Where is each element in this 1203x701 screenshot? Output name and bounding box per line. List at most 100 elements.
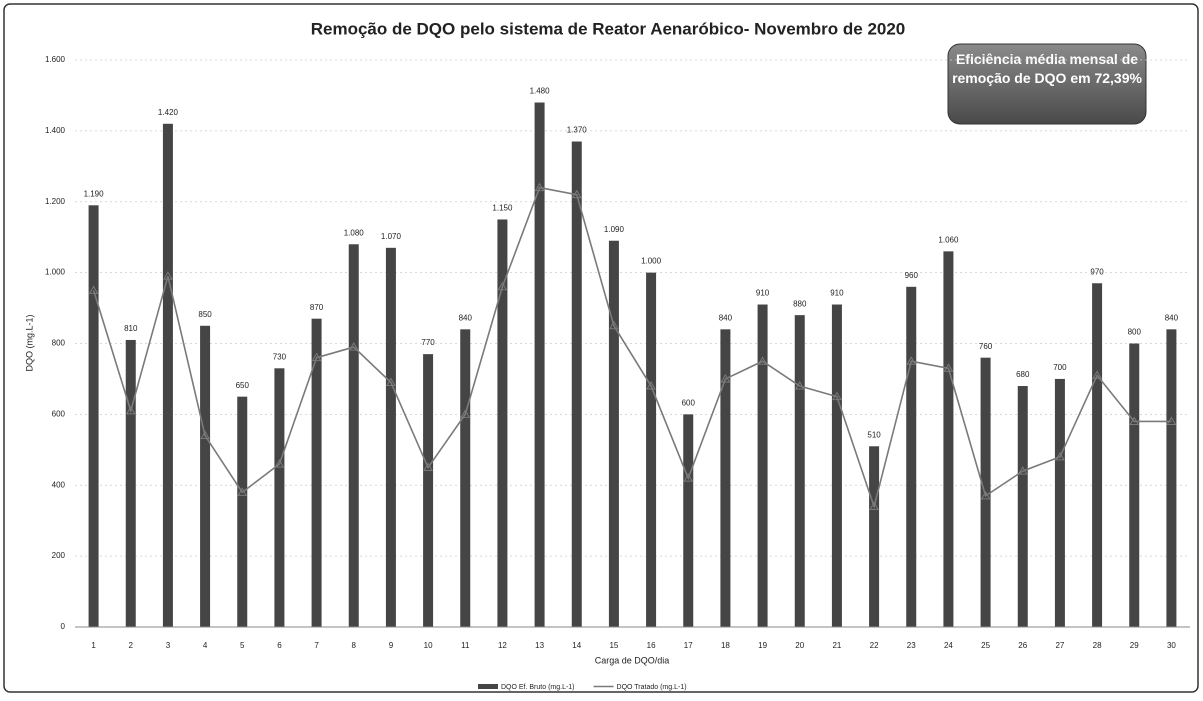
line-marker <box>720 373 731 383</box>
bar <box>1092 283 1103 627</box>
line-marker <box>163 271 173 280</box>
bar <box>534 102 545 627</box>
x-tick-label: 18 <box>721 641 730 650</box>
bar-value-label: 1.070 <box>381 232 402 241</box>
bar <box>1054 378 1065 627</box>
x-tick-label: 24 <box>944 641 953 650</box>
x-tick-label: 13 <box>535 641 544 650</box>
y-tick-label: 800 <box>52 339 66 348</box>
bar <box>831 304 842 627</box>
line-marker <box>311 352 322 362</box>
x-tick-label: 11 <box>461 641 470 650</box>
y-tick-label: 1.200 <box>45 197 66 206</box>
bar-value-label: 840 <box>719 313 733 322</box>
line-marker <box>460 409 471 418</box>
x-tick-label: 29 <box>1130 641 1139 650</box>
line-marker <box>609 320 619 330</box>
x-tick-label: 14 <box>572 641 581 650</box>
x-tick-label: 10 <box>424 641 433 650</box>
bar <box>794 315 805 627</box>
line-marker <box>646 381 656 390</box>
line <box>92 186 1172 510</box>
x-tick-label: 30 <box>1167 641 1176 650</box>
bar <box>311 318 322 627</box>
bar-value-label: 960 <box>905 271 919 280</box>
line-marker <box>200 430 210 440</box>
bar <box>720 329 731 627</box>
bar <box>385 247 396 627</box>
bar-value-label: 600 <box>682 398 696 407</box>
y-tick-label: 400 <box>52 480 66 489</box>
line-marker <box>869 501 879 511</box>
line-marker <box>1166 416 1177 425</box>
bar <box>1017 386 1028 627</box>
bar <box>683 414 694 627</box>
bar <box>125 339 136 627</box>
bar <box>757 304 768 627</box>
bar <box>497 219 508 627</box>
x-tick-label: 1 <box>91 641 96 650</box>
bar-value-label: 910 <box>830 289 844 298</box>
bar-value-label: 700 <box>1053 363 1067 372</box>
x-tick-label: 16 <box>647 641 656 650</box>
line-marker <box>497 281 508 291</box>
line-marker <box>757 356 768 365</box>
x-tick-label: 7 <box>314 641 319 650</box>
x-tick-label: 17 <box>684 641 693 650</box>
x-tick-label: 22 <box>870 641 879 650</box>
bar <box>943 251 954 628</box>
bar-value-label: 760 <box>979 342 993 351</box>
x-axis-label: Carga de DQO/dia <box>595 655 670 665</box>
line-marker <box>125 405 136 415</box>
y-tick-label: 1.600 <box>45 55 66 64</box>
y-tick-label: 0 <box>61 622 66 631</box>
bar-value-label: 970 <box>1090 267 1104 276</box>
bar <box>869 446 880 627</box>
line-marker <box>832 391 842 401</box>
bar <box>1166 329 1177 627</box>
line-marker <box>237 487 248 496</box>
annotation-holder: Eficiência média mensal de remoção de DQ… <box>952 51 1142 86</box>
frame <box>3 3 1199 693</box>
bar <box>571 141 582 627</box>
line-marker <box>906 356 917 365</box>
x-tick-label: 8 <box>352 641 357 650</box>
line-marker <box>274 458 285 468</box>
y-tick-label: 1.000 <box>45 268 66 277</box>
x-tick-label: 9 <box>389 641 394 650</box>
bar <box>348 244 359 627</box>
legend-swatch <box>478 684 498 689</box>
bar <box>162 123 173 627</box>
bar <box>237 396 248 627</box>
x-tick-label: 6 <box>277 641 282 650</box>
x-tick-label: 21 <box>832 641 841 650</box>
bar-value-label: 1.090 <box>604 225 625 234</box>
bar-value-label: 840 <box>1165 313 1179 322</box>
x-tick-label: 12 <box>498 641 507 650</box>
line-marker <box>534 182 545 192</box>
chart-title: Remoção de DQO pelo sistema de Reator Ae… <box>311 19 906 38</box>
bar-value-label: 910 <box>756 289 770 298</box>
bar-value-label: 1.190 <box>84 189 105 198</box>
line-marker <box>794 381 805 390</box>
x-tick-label: 5 <box>240 641 245 650</box>
bar-value-label: 770 <box>421 338 435 347</box>
y-tick-label: 600 <box>52 409 66 418</box>
bar-value-label: 1.080 <box>344 228 365 237</box>
y-tick-label: 200 <box>52 551 66 560</box>
bar <box>646 272 657 627</box>
bar-value-label: 1.370 <box>567 126 588 135</box>
bar-value-label: 510 <box>867 430 881 439</box>
legend-label: DQO Ef. Bruto (mg.L-1) <box>501 684 575 691</box>
bar-value-label: 1.000 <box>641 257 662 266</box>
x-tick-label: 4 <box>203 641 208 650</box>
x-tick-label: 19 <box>758 641 767 650</box>
bar-value-label: 1.150 <box>492 204 513 213</box>
bar-value-label: 680 <box>1016 370 1030 379</box>
bar-value-label: 1.060 <box>938 235 959 244</box>
x-tick-label: 27 <box>1055 641 1064 650</box>
x-tick-label: 3 <box>166 641 171 650</box>
bar-value-label: 650 <box>236 381 250 390</box>
line-marker <box>386 377 396 386</box>
